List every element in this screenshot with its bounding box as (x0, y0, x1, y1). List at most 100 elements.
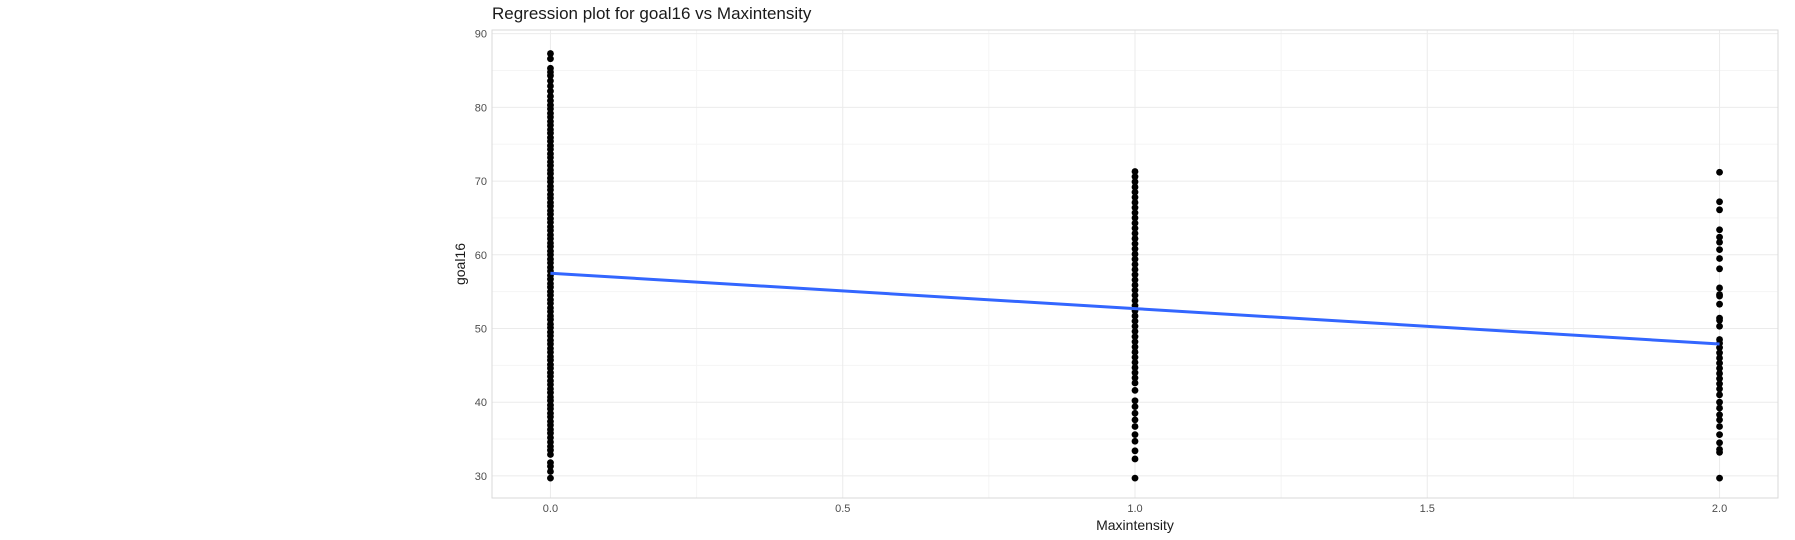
data-point (1716, 439, 1723, 447)
y-tick-label: 90 (475, 29, 487, 41)
data-point (1131, 374, 1139, 382)
data-point (547, 474, 554, 482)
data-point (1131, 397, 1139, 405)
data-point (1716, 226, 1723, 234)
data-point (547, 87, 554, 95)
data-point (1131, 235, 1139, 242)
data-point (1131, 255, 1139, 263)
data-point (1716, 404, 1723, 412)
data-point (1131, 193, 1139, 201)
data-point (1716, 416, 1723, 424)
data-point (1716, 445, 1723, 453)
data-point (1716, 380, 1723, 388)
data-point (1131, 317, 1139, 325)
data-point (1131, 224, 1139, 232)
data-point (1131, 199, 1139, 206)
data-point (1716, 349, 1723, 357)
data-point (1716, 398, 1723, 406)
data-point (1131, 348, 1139, 356)
data-point (547, 92, 554, 100)
y-tick-label: 60 (475, 250, 487, 262)
data-point (547, 459, 554, 467)
y-axis-ticks: 30 40 50 60 70 80 90 (475, 29, 487, 483)
data-point (1716, 265, 1723, 273)
data-point (1131, 276, 1139, 284)
data-point (1131, 379, 1139, 387)
data-point (1716, 284, 1723, 292)
data-point (1131, 178, 1139, 186)
data-point (1716, 300, 1723, 308)
data-point (1131, 271, 1139, 279)
data-point (1716, 291, 1723, 298)
data-point (1131, 183, 1139, 191)
data-point (1131, 240, 1139, 248)
data-point (1131, 188, 1139, 196)
data-point (1131, 338, 1139, 346)
y-tick-label: 70 (475, 176, 487, 188)
data-point (1131, 214, 1139, 222)
data-point (1716, 233, 1723, 241)
data-point (1716, 375, 1723, 383)
data-point (1716, 206, 1723, 214)
data-point (1716, 322, 1723, 330)
data-point (1131, 219, 1139, 227)
data-point (1131, 291, 1139, 299)
data-point (1131, 386, 1139, 394)
data-point (1131, 322, 1139, 330)
y-axis-title: goal16 (452, 243, 468, 285)
data-point (1131, 369, 1139, 377)
data-point (1131, 260, 1139, 268)
data-point (1716, 364, 1723, 372)
data-point (1716, 431, 1723, 439)
regression-line-group (550, 271, 1720, 346)
data-point (1131, 358, 1139, 366)
data-point (1131, 474, 1139, 482)
y-tick-label: 40 (475, 397, 487, 409)
data-point (1716, 423, 1723, 430)
x-tick-label: 1.0 (1127, 503, 1142, 515)
data-point (1716, 359, 1723, 367)
data-point (1716, 238, 1723, 246)
data-point (1131, 333, 1139, 340)
data-point (1131, 416, 1139, 424)
x-axis-title: Maxintensity (1096, 517, 1174, 533)
data-point (1131, 343, 1139, 351)
data-point (1131, 312, 1139, 320)
data-point (1716, 474, 1723, 482)
data-point (1131, 168, 1139, 175)
data-point (547, 82, 554, 90)
data-point (1131, 245, 1139, 253)
data-point (1716, 391, 1723, 399)
data-point (547, 468, 554, 475)
data-point (547, 77, 554, 85)
data-point (1716, 168, 1723, 176)
data-point (547, 50, 554, 57)
x-tick-label: 0.5 (835, 503, 850, 515)
data-point (1716, 385, 1723, 393)
data-point (1131, 266, 1139, 273)
data-point (1716, 198, 1723, 206)
data-point (547, 55, 554, 63)
data-point (1716, 314, 1723, 322)
data-point (1131, 353, 1139, 361)
data-point (1131, 364, 1139, 371)
data-point (1131, 204, 1139, 212)
data-points (547, 50, 1723, 482)
data-point (1716, 411, 1723, 419)
data-point (1716, 354, 1723, 362)
data-point (1131, 437, 1139, 445)
panel-border (491, 29, 1779, 499)
data-point (1131, 423, 1139, 430)
data-point (1131, 173, 1139, 181)
x-tick-label: 2.0 (1712, 503, 1727, 515)
data-point (1131, 403, 1139, 411)
data-point (1131, 409, 1139, 417)
x-tick-label: 0.0 (543, 503, 558, 515)
data-point (1131, 281, 1139, 289)
y-tick-label: 30 (475, 471, 487, 483)
data-point (1131, 447, 1139, 455)
data-point (1131, 328, 1139, 335)
data-point (1131, 455, 1139, 463)
